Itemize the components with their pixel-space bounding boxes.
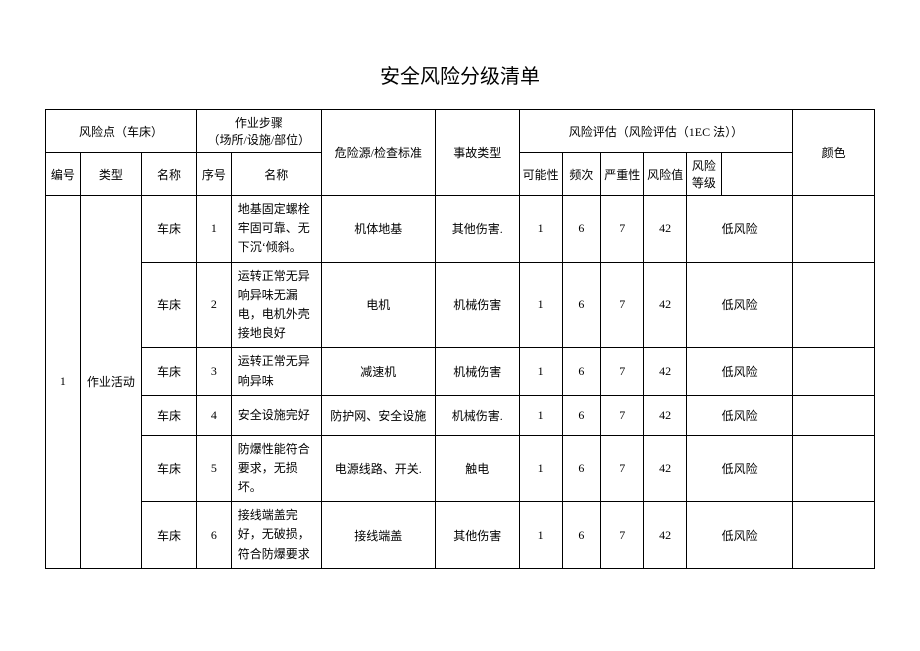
cell-freq: 6 [562,262,601,348]
cell-poss: 1 [519,395,562,435]
cell-color [793,395,875,435]
cell-freq: 6 [562,395,601,435]
table-row: 车床 3 运转正常无异响异味 减速机 机械伤害 1 6 7 42 低风险 [46,348,875,395]
cell-color [793,502,875,569]
header-row-1: 风险点（车床） 作业步骤 （场所/设施/部位） 危险源/检查标准 事故类型 风险… [46,110,875,153]
header-step-name: 名称 [231,153,321,196]
cell-group-id: 1 [46,196,81,569]
cell-level-text: 低风险 [687,435,793,502]
header-risk-point: 风险点（车床） [46,110,197,153]
header-freq: 频次 [562,153,601,196]
table-body: 1 作业活动 车床 1 地基固定螺栓牢固可靠、无下沉‘倾斜。 机体地基 其他伤害… [46,196,875,569]
cell-sev: 7 [601,395,644,435]
header-seq: 序号 [197,153,232,196]
header-val: 风险值 [644,153,687,196]
cell-name: 车床 [141,395,196,435]
cell-poss: 1 [519,348,562,395]
cell-sev: 7 [601,348,644,395]
cell-color [793,196,875,263]
cell-freq: 6 [562,348,601,395]
table-row: 车床 2 运转正常无异响异味无漏电，电机外壳接地良好 电机 机械伤害 1 6 7… [46,262,875,348]
table-header: 风险点（车床） 作业步骤 （场所/设施/部位） 危险源/检查标准 事故类型 风险… [46,110,875,196]
cell-accident: 触电 [435,435,519,502]
cell-seq: 5 [197,435,232,502]
cell-name: 车床 [141,196,196,263]
table-row: 车床 6 接线端盖完好，无破损，符合防爆要求 接线端盖 其他伤害 1 6 7 4… [46,502,875,569]
cell-name: 车床 [141,262,196,348]
cell-sev: 7 [601,196,644,263]
cell-name: 车床 [141,435,196,502]
cell-accident: 机械伤害. [435,395,519,435]
cell-accident: 其他伤害 [435,502,519,569]
cell-freq: 6 [562,435,601,502]
cell-step-name: 地基固定螺栓牢固可靠、无下沉‘倾斜。 [231,196,321,263]
cell-group-type: 作业活动 [80,196,141,569]
header-step: 作业步骤 （场所/设施/部位） [197,110,322,153]
cell-accident: 机械伤害 [435,262,519,348]
header-color: 颜色 [793,110,875,196]
table-row: 1 作业活动 车床 1 地基固定螺栓牢固可靠、无下沉‘倾斜。 机体地基 其他伤害… [46,196,875,263]
cell-poss: 1 [519,435,562,502]
cell-sev: 7 [601,435,644,502]
cell-freq: 6 [562,502,601,569]
cell-seq: 3 [197,348,232,395]
cell-accident: 其他伤害. [435,196,519,263]
cell-level-text: 低风险 [687,395,793,435]
cell-accident: 机械伤害 [435,348,519,395]
header-type: 类型 [80,153,141,196]
table-row: 车床 5 防爆性能符合要求，无损坏。 电源线路、开关. 触电 1 6 7 42 … [46,435,875,502]
cell-step-name: 安全设施完好 [231,395,321,435]
cell-step-name: 运转正常无异响异味 [231,348,321,395]
cell-hazard: 机体地基 [321,196,435,263]
cell-level-text: 低风险 [687,348,793,395]
cell-name: 车床 [141,502,196,569]
header-sev: 严重性 [601,153,644,196]
cell-step-name: 防爆性能符合要求，无损坏。 [231,435,321,502]
cell-val: 42 [644,435,687,502]
cell-seq: 4 [197,395,232,435]
document-page: 安全风险分级清单 风险点（车床） 作业步骤 （场所/设施/部位） 危险源/检查标… [20,60,900,569]
header-level: 风险等级 [687,153,722,196]
header-assessment: 风险评估（风险评估（1EC 法）） [519,110,793,153]
cell-val: 42 [644,395,687,435]
cell-color [793,435,875,502]
cell-sev: 7 [601,502,644,569]
header-name: 名称 [141,153,196,196]
header-poss: 可能性 [519,153,562,196]
header-step-line2: （场所/设施/部位） [199,131,319,148]
cell-poss: 1 [519,262,562,348]
page-title: 安全风险分级清单 [20,60,900,89]
cell-level-text: 低风险 [687,196,793,263]
header-level-text [721,153,792,196]
header-hazard: 危险源/检查标准 [321,110,435,196]
cell-poss: 1 [519,502,562,569]
cell-level-text: 低风险 [687,502,793,569]
cell-val: 42 [644,262,687,348]
cell-freq: 6 [562,196,601,263]
cell-hazard: 电源线路、开关. [321,435,435,502]
header-accident: 事故类型 [435,110,519,196]
risk-table: 风险点（车床） 作业步骤 （场所/设施/部位） 危险源/检查标准 事故类型 风险… [45,109,875,569]
cell-hazard: 减速机 [321,348,435,395]
cell-sev: 7 [601,262,644,348]
cell-hazard: 防护网、安全设施 [321,395,435,435]
header-step-line1: 作业步骤 [199,114,319,131]
cell-hazard: 接线端盖 [321,502,435,569]
cell-level-text: 低风险 [687,262,793,348]
header-id: 编号 [46,153,81,196]
cell-name: 车床 [141,348,196,395]
cell-seq: 2 [197,262,232,348]
cell-step-name: 接线端盖完好，无破损，符合防爆要求 [231,502,321,569]
cell-color [793,262,875,348]
cell-val: 42 [644,196,687,263]
cell-val: 42 [644,502,687,569]
cell-hazard: 电机 [321,262,435,348]
table-row: 车床 4 安全设施完好 防护网、安全设施 机械伤害. 1 6 7 42 低风险 [46,395,875,435]
cell-seq: 6 [197,502,232,569]
cell-seq: 1 [197,196,232,263]
cell-poss: 1 [519,196,562,263]
cell-val: 42 [644,348,687,395]
cell-color [793,348,875,395]
cell-step-name: 运转正常无异响异味无漏电，电机外壳接地良好 [231,262,321,348]
